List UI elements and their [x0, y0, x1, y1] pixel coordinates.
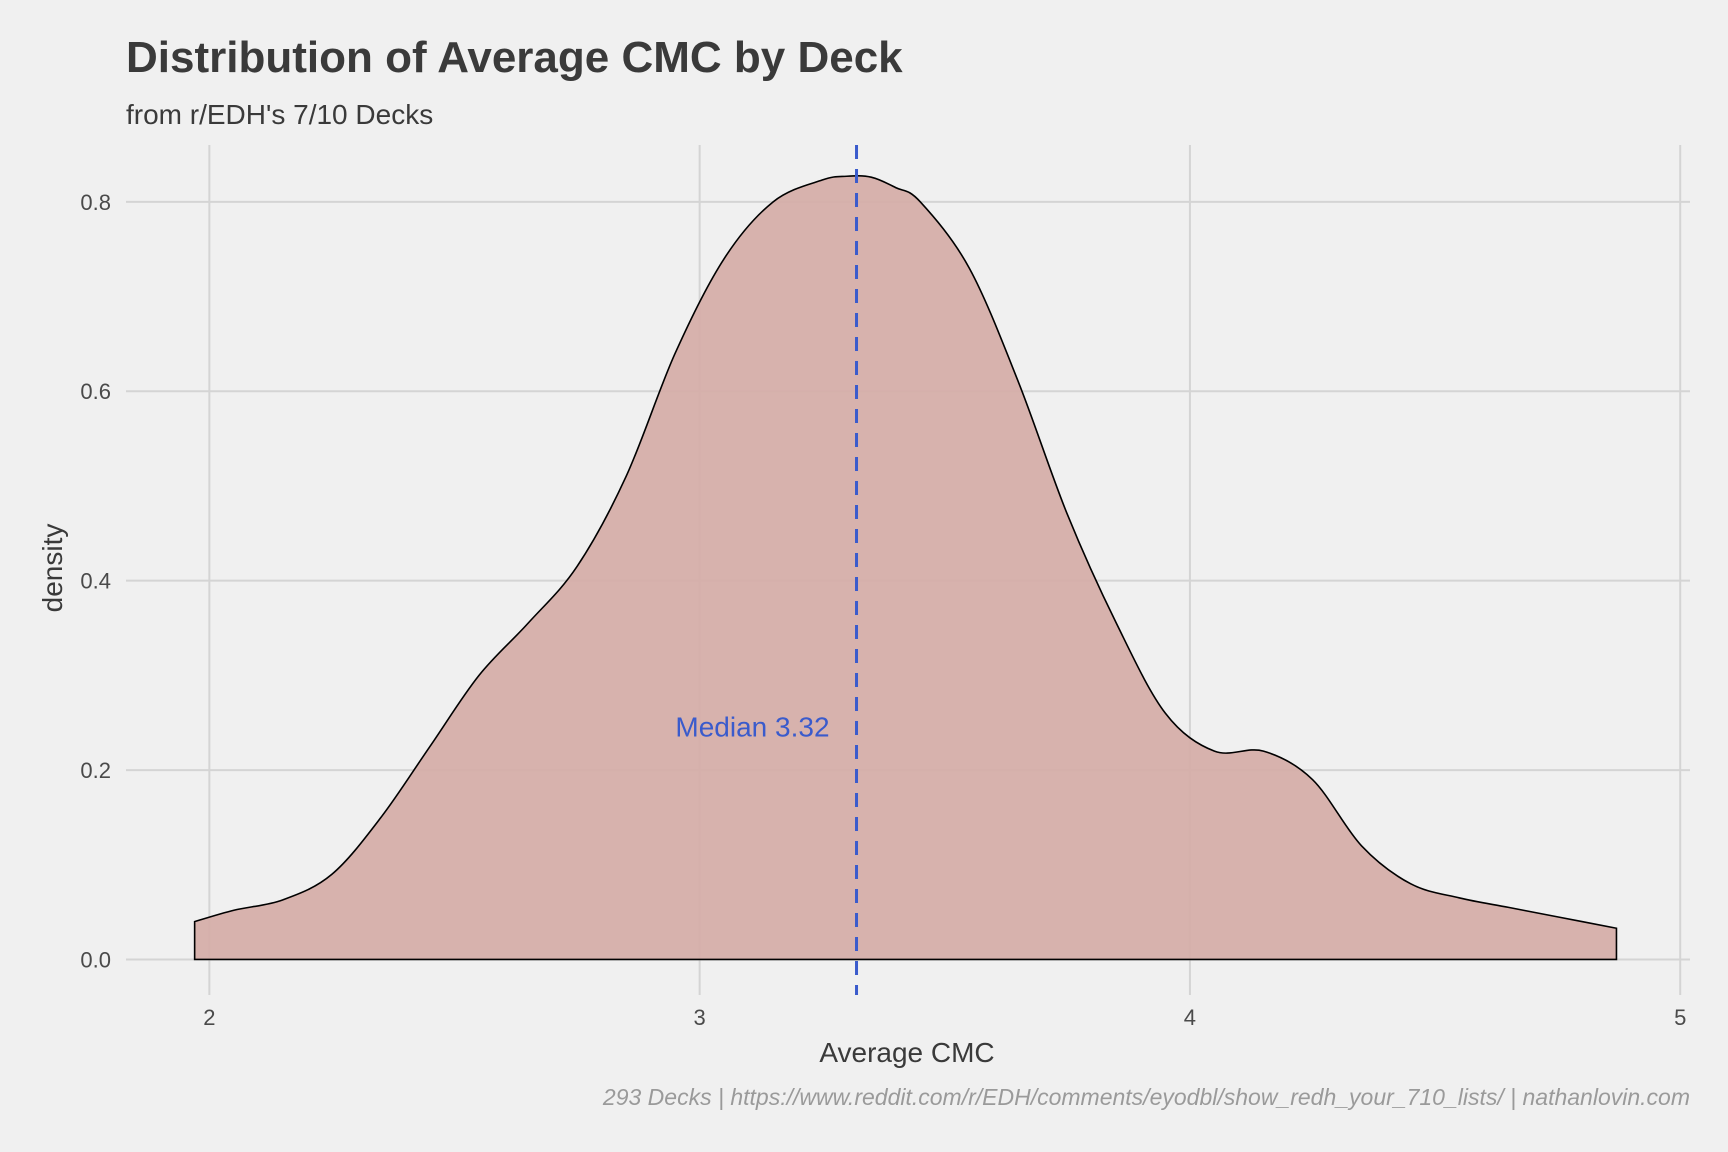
x-axis-title: Average CMC	[819, 1037, 994, 1068]
chart-title: Distribution of Average CMC by Deck	[126, 33, 903, 82]
x-tick-label: 2	[203, 1005, 215, 1030]
y-tick-label: 0.0	[80, 947, 111, 972]
density-curve	[193, 175, 1618, 961]
y-tick-label: 0.6	[80, 379, 111, 404]
y-tick-label: 0.8	[80, 190, 111, 215]
x-axis: 2 3 4 5	[203, 1005, 1686, 1030]
x-tick-label: 4	[1184, 1005, 1196, 1030]
chart-caption: 293 Decks | https://www.reddit.com/r/EDH…	[602, 1084, 1690, 1110]
y-tick-label: 0.4	[80, 569, 111, 594]
x-tick-label: 5	[1674, 1005, 1686, 1030]
plot-panel: Median 3.32	[126, 145, 1690, 995]
median-label: Median 3.32	[675, 711, 829, 742]
chart-subtitle: from r/EDH's 7/10 Decks	[126, 99, 433, 130]
y-axis-title: density	[37, 524, 68, 613]
density-area	[193, 175, 1618, 961]
median-annotation: Median 3.32	[675, 145, 859, 995]
y-tick-label: 0.2	[80, 758, 111, 783]
x-tick-label: 3	[694, 1005, 706, 1030]
y-axis: 0.0 0.2 0.4 0.6 0.8	[80, 190, 111, 973]
